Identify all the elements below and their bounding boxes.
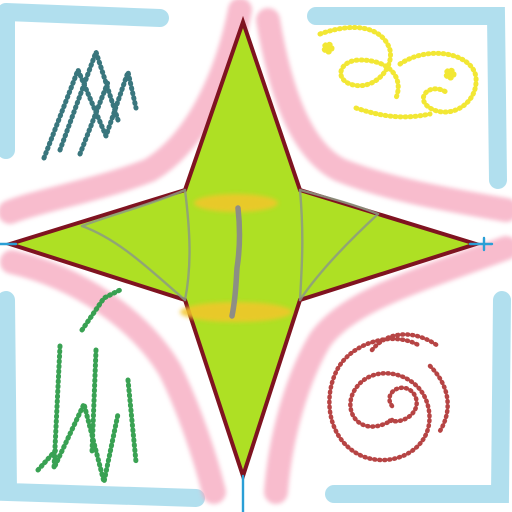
crease-left-diagonal — [80, 224, 187, 302]
yellow-bands — [180, 194, 292, 322]
center-mark — [229, 205, 243, 319]
crease-right-vertical — [298, 188, 304, 302]
crease-top-right — [298, 188, 380, 216]
glow-arc-bottom-right — [264, 236, 512, 504]
teal-scribble-icon — [41, 49, 139, 161]
four-point-star — [3, 15, 483, 483]
scribbles — [35, 25, 479, 485]
glow-arc-bottom-left — [0, 250, 226, 504]
frame-bottom-left — [0, 291, 205, 507]
yellow-band-bottom — [180, 302, 292, 322]
axis-ticks — [0, 236, 494, 512]
frame-top-right — [307, 6, 507, 189]
yellow-band-top — [194, 194, 278, 212]
crease-lines — [80, 188, 380, 302]
glow-arc-top-left — [0, 0, 252, 224]
frame-top-left — [0, 3, 169, 159]
crease-right-diagonal — [298, 212, 380, 302]
yellow-scribble-icon — [317, 25, 479, 120]
crease-left-vertical — [183, 188, 191, 302]
axis-right — [468, 236, 494, 252]
glow-arc-top-right — [256, 8, 512, 222]
red-spiral-scribble-icon — [327, 332, 450, 463]
crease-top-left — [80, 188, 187, 228]
green-scribble-icon — [35, 287, 139, 485]
blue-frame — [0, 3, 511, 507]
frame-bottom-right — [325, 291, 511, 503]
